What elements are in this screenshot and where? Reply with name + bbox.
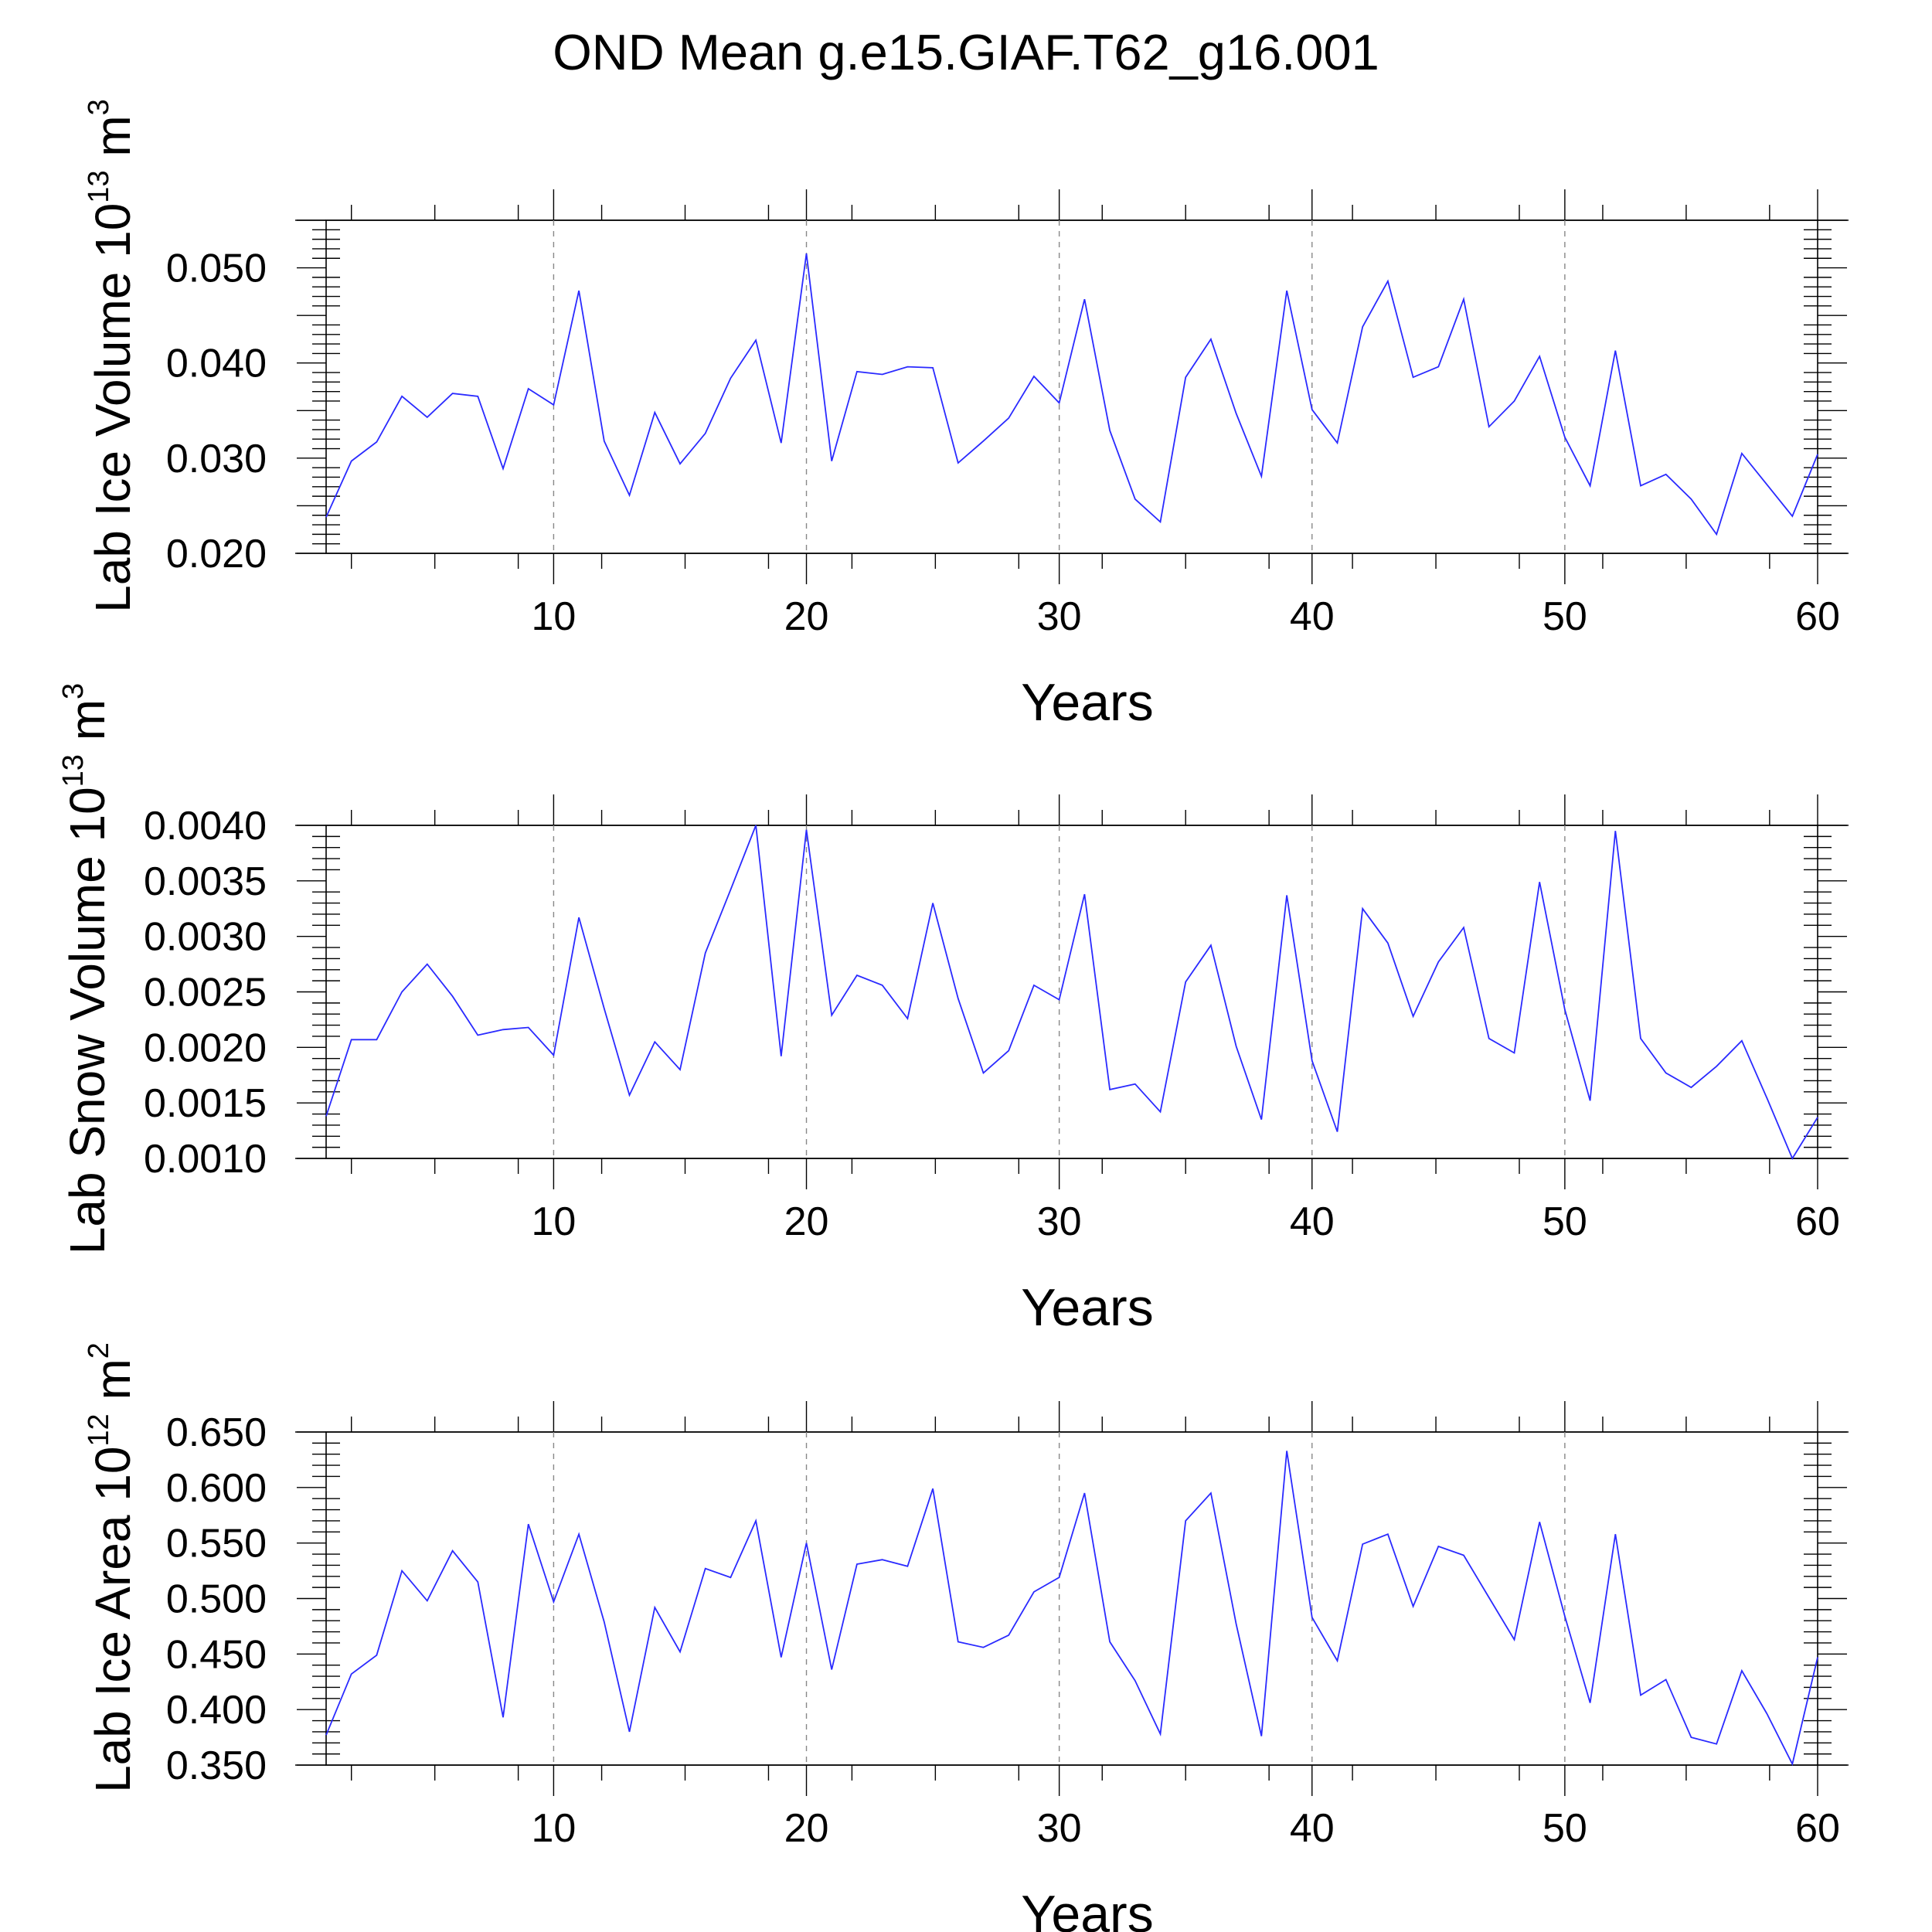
x-tick-label: 30 bbox=[1037, 1806, 1082, 1851]
panels-group: 10 20 30 40 50 60 0.020 0.030 0.040 0.050 Years Lab… bbox=[57, 99, 1849, 1932]
x-tick-label: 20 bbox=[784, 1806, 829, 1851]
chart-panel-3: 10 20 30 40 50 60 0.350 0.400 0.450 0.500 0.550 0.6… bbox=[83, 1342, 1849, 1932]
y-axis-title: Lab Ice Area 1012 m2 bbox=[83, 1342, 141, 1793]
series-line bbox=[325, 253, 1818, 536]
y-axis-title: Lab Snow Volume 1013 m3 bbox=[57, 683, 115, 1254]
x-tick-label: 10 bbox=[531, 594, 576, 639]
y-tick-label: 0.0035 bbox=[144, 859, 267, 904]
plot-frame bbox=[325, 1431, 1818, 1766]
x-tick-label: 30 bbox=[1037, 594, 1082, 639]
figure-title: OND Mean g.e15.GIAF.T62_g16.001 bbox=[553, 24, 1379, 80]
series-line bbox=[325, 1451, 1818, 1767]
y-tick-label: 0.600 bbox=[166, 1466, 267, 1511]
y-tick-label: 0.0020 bbox=[144, 1026, 267, 1070]
y-tick-label: 0.0015 bbox=[144, 1081, 267, 1126]
y-tick-label: 0.0040 bbox=[144, 804, 267, 849]
x-tick-label: 40 bbox=[1290, 1806, 1335, 1851]
x-tick-label: 50 bbox=[1543, 1199, 1587, 1244]
chart-panel-1: 10 20 30 40 50 60 0.020 0.030 0.040 0.050 Years Lab… bbox=[83, 99, 1849, 732]
plot-frame bbox=[325, 825, 1818, 1159]
x-tick-label: 10 bbox=[531, 1806, 576, 1851]
y-tick-label: 0.550 bbox=[166, 1522, 267, 1566]
y-tick-label: 0.0010 bbox=[144, 1137, 267, 1182]
y-tick-label: 0.350 bbox=[166, 1743, 267, 1788]
y-tick-label: 0.0030 bbox=[144, 915, 267, 960]
plot-frame bbox=[325, 219, 1818, 554]
x-axis-title: Years bbox=[1021, 673, 1153, 732]
x-tick-label: 60 bbox=[1795, 594, 1840, 639]
x-tick-label: 40 bbox=[1290, 1199, 1335, 1244]
x-tick-label: 10 bbox=[531, 1199, 576, 1244]
x-tick-label: 20 bbox=[784, 1199, 829, 1244]
y-tick-label: 0.020 bbox=[166, 532, 267, 577]
y-tick-label: 0.040 bbox=[166, 342, 267, 386]
y-tick-label: 0.050 bbox=[166, 247, 267, 291]
x-tick-label: 50 bbox=[1543, 594, 1587, 639]
y-tick-label: 0.500 bbox=[166, 1577, 267, 1622]
x-axis-title: Years bbox=[1021, 1278, 1153, 1337]
y-tick-label: 0.450 bbox=[166, 1632, 267, 1677]
y-axis-title: Lab Ice Volume 1013 m3 bbox=[83, 99, 141, 613]
y-tick-label: 0.400 bbox=[166, 1688, 267, 1733]
y-tick-label: 0.0025 bbox=[144, 971, 267, 1015]
chart-panel-2: 10 20 30 40 50 60 0.0010 0.0015 0.0020 0.0025 0.00… bbox=[57, 683, 1849, 1337]
series-line bbox=[325, 825, 1818, 1160]
x-tick-label: 50 bbox=[1543, 1806, 1587, 1851]
x-tick-label: 20 bbox=[784, 594, 829, 639]
x-axis-title: Years bbox=[1021, 1885, 1153, 1932]
y-tick-label: 0.030 bbox=[166, 437, 267, 481]
x-tick-label: 30 bbox=[1037, 1199, 1082, 1244]
x-tick-label: 60 bbox=[1795, 1199, 1840, 1244]
x-tick-label: 40 bbox=[1290, 594, 1335, 639]
x-tick-label: 60 bbox=[1795, 1806, 1840, 1851]
y-tick-label: 0.650 bbox=[166, 1410, 267, 1455]
